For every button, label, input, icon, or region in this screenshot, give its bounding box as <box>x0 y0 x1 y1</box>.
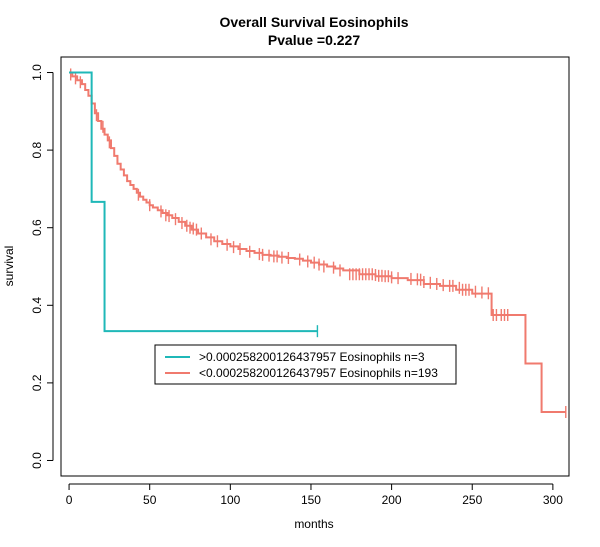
y-tick-label: 0.8 <box>30 141 44 158</box>
x-tick-label: 50 <box>143 493 157 507</box>
x-tick-label: 150 <box>301 493 321 507</box>
y-axis-label: survival <box>2 246 16 287</box>
x-tick-label: 0 <box>66 493 73 507</box>
chart-title: Overall Survival Eosinophils <box>219 14 408 30</box>
y-tick-label: 0.2 <box>30 374 44 391</box>
survival-curve <box>69 71 318 333</box>
x-tick-label: 100 <box>220 493 240 507</box>
y-tick-label: 1.0 <box>30 64 44 81</box>
x-tick-label: 200 <box>382 493 402 507</box>
legend: >0.000258200126437957 Eosinophils n=3 <0… <box>154 344 457 385</box>
legend-label-high-eosinophils: >0.000258200126437957 Eosinophils n=3 <box>199 350 425 364</box>
chart-subtitle: Pvalue =0.227 <box>268 32 360 48</box>
x-tick-label: 250 <box>462 493 482 507</box>
y-tick-label: 0.6 <box>30 219 44 236</box>
series-layer <box>69 68 567 418</box>
y-tick-label: 0.4 <box>30 297 44 314</box>
plot-frame <box>60 56 570 477</box>
legend-box <box>154 344 457 385</box>
x-axis-label: months <box>294 517 333 531</box>
series-0 <box>69 71 319 338</box>
y-tick-label: 0.0 <box>30 452 44 469</box>
x-axis: 0 50 100 150 200 250 300 <box>66 483 563 507</box>
series-1 <box>69 68 567 418</box>
legend-label-low-eosinophils: <0.000258200126437957 Eosinophils n=193 <box>199 366 438 380</box>
x-tick-label: 300 <box>543 493 563 507</box>
y-axis: 0.0 0.2 0.4 0.6 0.8 1.0 <box>30 64 54 469</box>
